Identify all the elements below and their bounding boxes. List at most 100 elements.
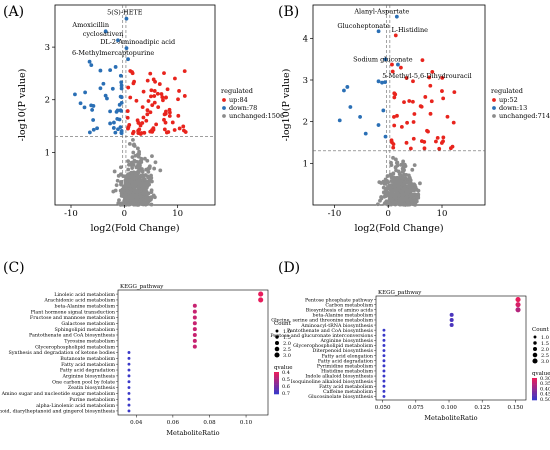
panel-label-d: (D) [278,260,300,276]
enrichment-point [127,362,131,366]
point-up [162,112,167,117]
pathway-label: Arginine biosynthesis [319,338,373,344]
point-unchanged [393,157,398,162]
legend-entry: unchanged:714 [499,112,550,120]
point-unchanged [404,194,409,199]
point-up [390,140,394,145]
enrichment-point [127,391,131,395]
legend-q-entry: 0.35 [540,381,550,387]
legend-q-gradient [532,398,537,401]
point-up [182,128,186,133]
legend-q-entry: 0.30 [540,376,550,382]
enrichment-point [382,394,386,398]
point-up [140,105,145,110]
legend-q-gradient [532,396,537,399]
point-unchanged [131,143,136,148]
point-up [407,99,412,103]
legend-q-gradient [532,389,537,391]
point-up [419,139,424,144]
legend-q-gradient [274,381,279,384]
x-axis-label-a: log2(Fold Change) [90,223,179,234]
point-up [125,115,130,120]
point-down [383,57,388,62]
point-up [134,98,139,103]
point-up [429,99,434,104]
axes-d: 0.050 0.075 0.100 0.125 0.150 [374,299,524,411]
point-up [182,69,187,74]
point-unchanged [135,197,140,201]
legend-count-title: Count [532,327,550,333]
point-down [89,103,94,108]
point-down [118,73,123,78]
point-up [164,130,169,135]
y-tick-label: 3 [303,76,308,86]
enrichment-point [382,389,386,393]
point-unchanged [144,196,149,201]
pathway-label: Fatty acid metabolism [61,362,115,368]
y-tick-label: 1 [303,159,308,169]
annotated-point [393,33,398,38]
pathway-label: Diterpenoid biosynthesis [312,348,373,354]
annotated-point [394,14,399,19]
point-up [152,100,157,105]
point-up [440,75,445,80]
point-up [131,81,136,86]
x-tick-label: 0.125 [474,405,490,411]
enrichment-point [192,327,197,332]
enrichment-point [382,328,386,332]
point-unchanged [385,174,390,178]
legend-q-gradient [532,378,537,380]
point-unchanged [138,194,143,199]
pathway-label: Tyrosine metabolism [64,339,115,345]
point-unchanged [142,177,147,182]
enrichment-point [192,332,197,337]
point-unchanged [392,200,396,205]
legend-q-gradient [532,384,537,386]
point-unchanged [149,175,154,180]
point-unchanged [129,179,133,183]
point-unchanged [393,187,398,192]
point-down [95,126,99,131]
point-unchanged [121,184,126,189]
legend-q-gradient [274,391,279,394]
point-down [119,131,124,136]
point-unchanged [391,155,395,160]
legend-q-gradient [274,385,279,387]
annotated-point [411,79,415,84]
point-unchanged [389,163,394,167]
pathway-label: Zeatin biosynthesis [68,385,116,391]
enrichment-point [192,344,197,349]
enrichment-plot-c: KEGG_pathway Linoleic acid metabolismAra… [0,284,292,437]
point-up [149,94,153,99]
legend-q-gradient [274,387,279,389]
pathway-label: Fructose and mannose metabolism [30,315,116,321]
enrichment-points-d [382,297,521,398]
point-unchanged [142,186,147,191]
point-down [110,86,115,91]
enrichment-point [127,368,131,372]
legend-q-gradient [532,395,537,397]
point-up [154,122,159,127]
point-unchanged [140,183,145,188]
point-up [150,103,155,108]
point-down [78,101,83,106]
point-up [439,141,444,145]
point-unchanged [127,162,131,167]
point-unchanged [399,196,404,201]
x-tick-label: 0.06 [167,420,180,426]
point-up [167,107,172,112]
pathway-label: Glycerophospholipid metabolism [35,344,115,350]
point-unchanged [116,201,121,206]
point-down [87,59,92,64]
enrichment-point [382,374,386,378]
point-up [126,85,131,90]
pathway-label: Purine metabolism [69,397,115,403]
point-up [405,120,409,125]
enrichment-point [258,291,264,297]
enrichment-point [382,333,386,337]
x-tick-label: 0 [386,209,391,219]
point-up [146,99,151,103]
point-unchanged [138,159,142,164]
pathway-label: Sphingolipid metabolism [54,327,115,333]
